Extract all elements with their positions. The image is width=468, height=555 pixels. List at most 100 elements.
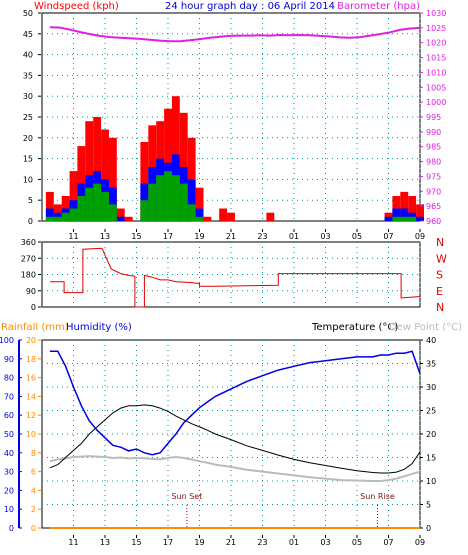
humidity-series-line (49, 350, 421, 456)
x-tick-label: 21 (226, 538, 236, 547)
compass-label: S (436, 269, 443, 282)
y-tick-label: 80 (4, 374, 14, 383)
speed-bar (179, 183, 188, 221)
y-tick-label: 50 (4, 430, 14, 439)
y-tick-label: 90 (4, 355, 14, 364)
x-tick-label: 09 (415, 538, 425, 547)
y-tick-label: 20 (426, 430, 436, 439)
y-tick-label: 10 (23, 175, 33, 184)
y-tick-label: 1005 (426, 83, 446, 92)
gust-bar (195, 187, 204, 221)
y-tick-label: 360 (21, 238, 36, 247)
gust-bar (266, 212, 275, 221)
x-tick-label: 01 (289, 232, 299, 241)
y-tick-label: 10 (426, 477, 436, 486)
speed-bar (400, 216, 409, 221)
y-tick-label: 1025 (426, 24, 446, 33)
x-tick-label: 13 (100, 538, 110, 547)
compass-label: N (436, 236, 444, 249)
y-tick-label: 270 (21, 254, 36, 263)
average-bar (400, 208, 409, 221)
y-tick-label: 40 (23, 51, 33, 60)
wind-grid (42, 13, 421, 221)
speed-bar (164, 171, 172, 221)
y-tick-label: 1020 (426, 39, 446, 48)
y-tick-label: 8 (31, 449, 36, 458)
rainfall-tick-labels: 0 2 4 6 8 10 12 14 16 18 20 (26, 336, 41, 533)
direction-grid (42, 242, 421, 307)
y-tick-label: 45 (23, 30, 33, 39)
y-tick-label: 960 (426, 217, 441, 226)
average-bar (116, 216, 125, 221)
speed-bar (195, 216, 204, 221)
gust-bar (416, 204, 424, 221)
average-bar (45, 208, 54, 221)
gust-bar (77, 146, 86, 221)
direction-tick-labels: 0 90 180 270 360 (21, 238, 41, 312)
y-tick-label: 25 (426, 407, 436, 416)
x-tick-label: 07 (383, 232, 393, 241)
x-tick-label: 13 (100, 232, 110, 241)
compass-label: N (436, 301, 444, 314)
gust-bar (116, 208, 125, 221)
y-tick-label: 20 (4, 486, 14, 495)
y-tick-label: 1030 (426, 9, 446, 18)
y-tick-label: 12 (26, 411, 36, 420)
y-tick-label: 70 (4, 392, 14, 401)
y-tick-label: 20 (23, 134, 33, 143)
y-tick-label: 965 (426, 202, 441, 211)
y-tick-label: 30 (23, 92, 33, 101)
y-tick-label: 0 (31, 524, 36, 533)
wind-panel: Windspeed (kph) 24 hour graph day : 06 A… (23, 1, 447, 241)
gust-bar (45, 191, 54, 221)
gust-bar (227, 212, 235, 221)
speed-bar (108, 204, 117, 221)
speed-bar (392, 216, 401, 221)
average-bar (384, 216, 393, 221)
temperature-x-tick-labels: 11 13 15 17 19 21 23 01 03 05 07 09 (68, 535, 425, 547)
sun-set-label: Sun Set (171, 492, 202, 501)
speed-bar (45, 216, 54, 221)
temperature-series-line (49, 404, 421, 474)
wind-bars (45, 96, 424, 221)
humidity-axis-title: Humidity (%) (66, 322, 132, 333)
y-tick-label: 100 (0, 336, 14, 345)
dewpoint-axis-title: Dew Point (°C) (389, 322, 462, 333)
y-tick-label: 0 (9, 524, 14, 533)
x-tick-label: 01 (289, 538, 299, 547)
y-tick-label: 60 (4, 411, 14, 420)
speed-bar (171, 175, 180, 221)
barometer-axis-title: Barometer (hpa) (337, 1, 420, 12)
x-tick-label: 17 (163, 232, 173, 241)
y-tick-label: 5 (28, 196, 33, 205)
x-tick-label: 19 (194, 538, 204, 547)
average-bar (416, 216, 424, 221)
y-tick-label: 970 (426, 187, 441, 196)
gust-bar (203, 216, 212, 221)
y-tick-label: 995 (426, 113, 441, 122)
x-tick-label: 23 (257, 538, 267, 547)
x-tick-label: 11 (68, 538, 78, 547)
barometer-line (49, 26, 421, 43)
speed-bar (93, 183, 102, 221)
x-tick-label: 11 (68, 232, 78, 241)
temperature-panel: Rainfall (mm) Humidity (%) Temperature (… (0, 322, 462, 547)
y-tick-label: 14 (26, 392, 36, 401)
x-tick-label: 09 (415, 232, 425, 241)
speed-bar (408, 216, 417, 221)
y-tick-label: 180 (21, 271, 36, 280)
y-tick-label: 5 (426, 501, 431, 510)
speed-bar (156, 175, 165, 221)
temperature-axis-title: Temperature (°C) (311, 322, 398, 333)
speed-bar (148, 183, 157, 221)
y-tick-label: 30 (4, 468, 14, 477)
windspeed-axis-title: Windspeed (kph) (34, 1, 119, 12)
y-tick-label: 1015 (426, 54, 446, 63)
y-tick-label: 2 (31, 505, 36, 514)
gust-bar (219, 208, 228, 221)
temperature-tick-labels: 0 5 10 15 20 25 30 35 40 (420, 336, 436, 533)
gust-bar (408, 196, 417, 221)
